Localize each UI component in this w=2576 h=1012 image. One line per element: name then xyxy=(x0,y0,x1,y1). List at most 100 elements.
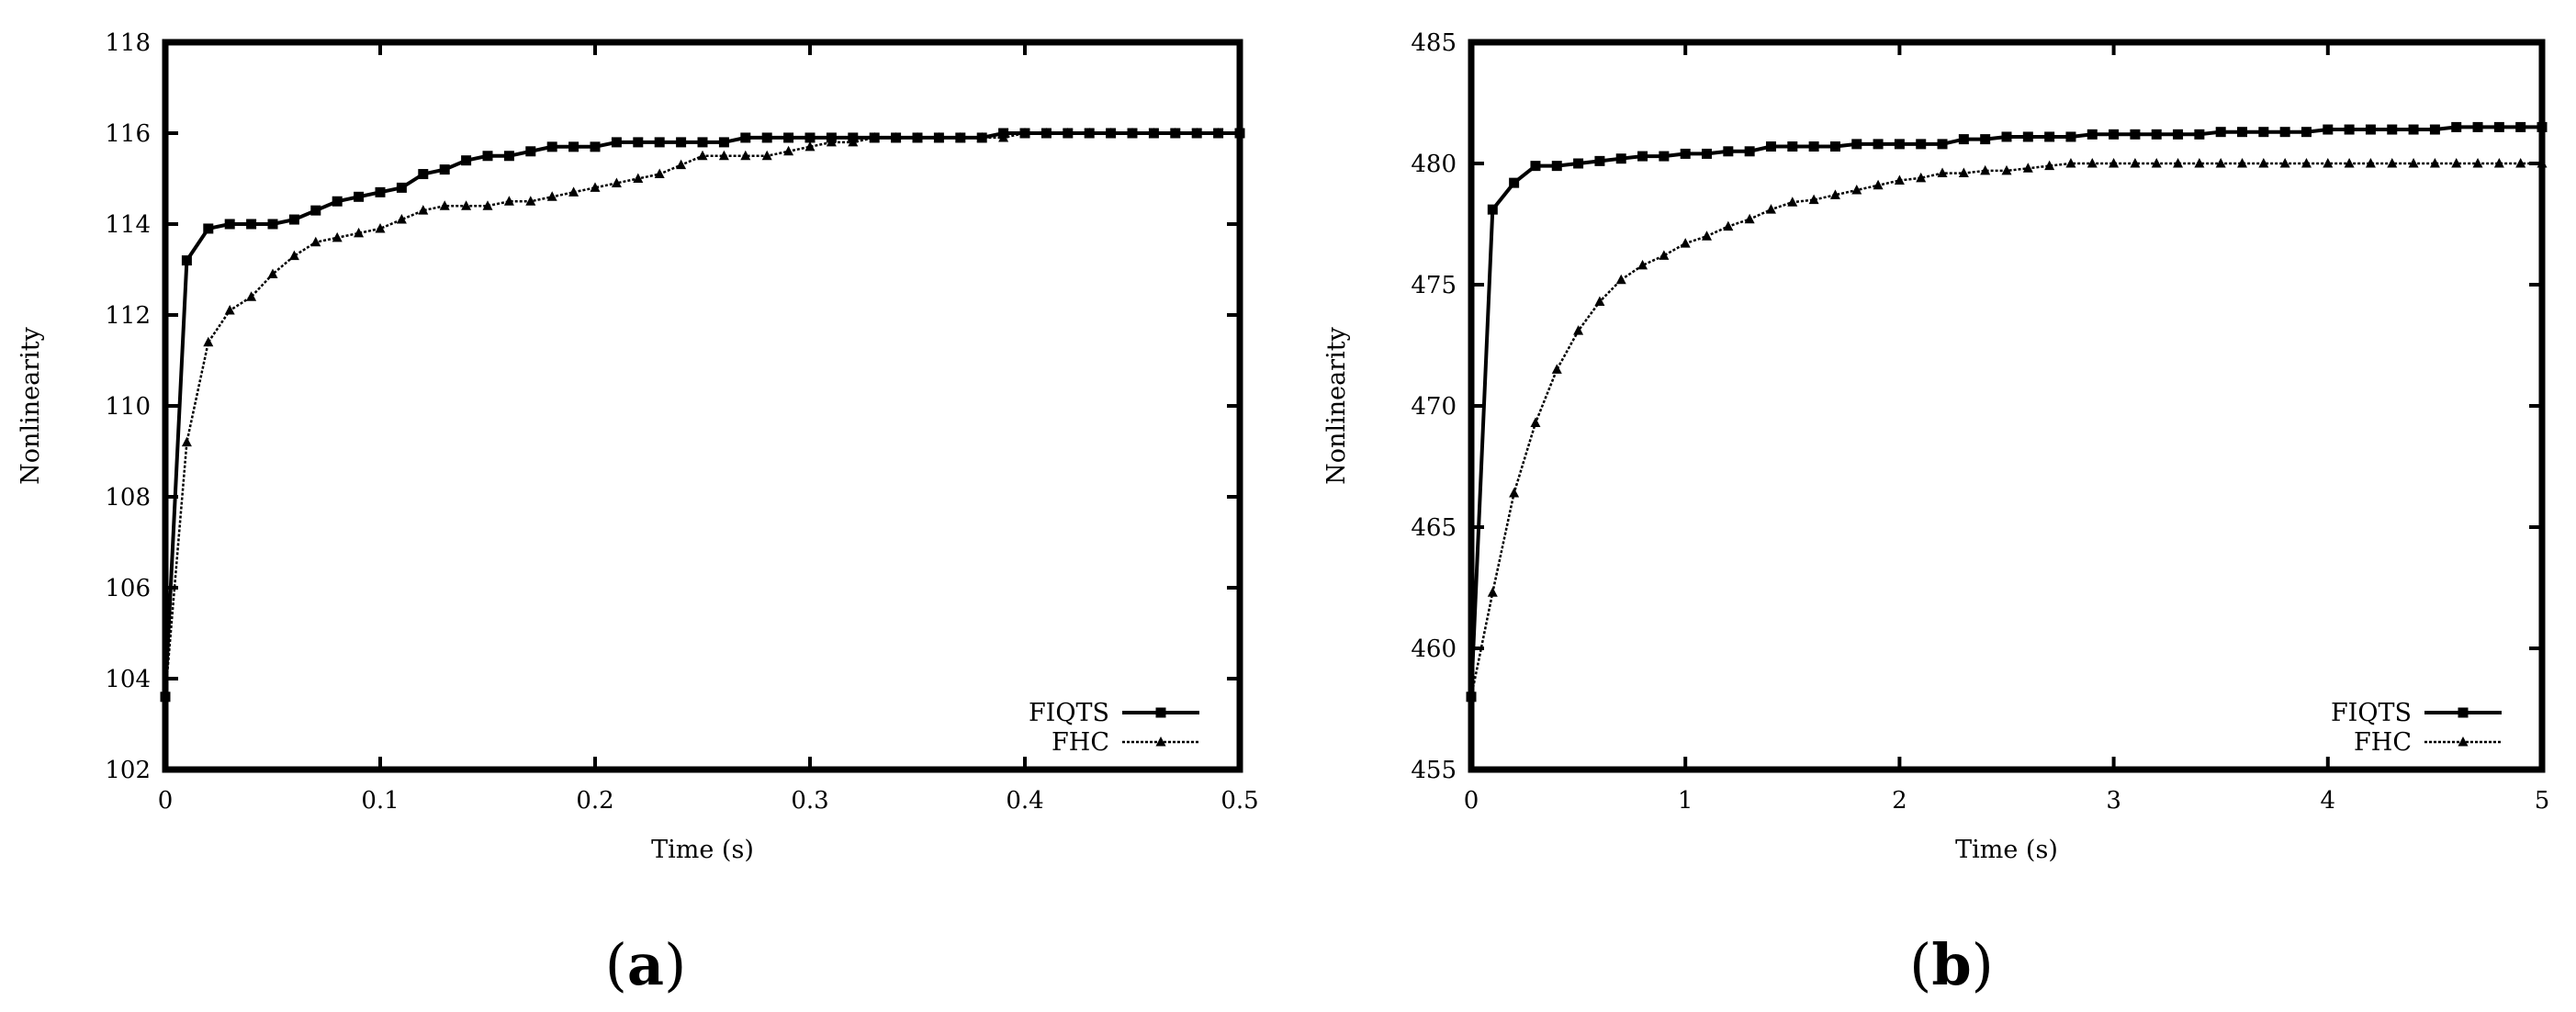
y-tick-label: 480 xyxy=(1411,151,1457,178)
data-point-triangle xyxy=(482,200,493,210)
panel-label-b: (b) xyxy=(1909,931,1994,998)
data-point-square xyxy=(2451,121,2462,132)
data-point-triangle xyxy=(2493,158,2504,168)
data-point-triangle xyxy=(2323,158,2334,168)
data-point-square xyxy=(246,219,257,230)
data-point-triangle xyxy=(611,177,622,187)
data-point-triangle xyxy=(2194,158,2205,168)
y-tick-label: 465 xyxy=(1411,514,1457,542)
data-point-square xyxy=(1487,204,1498,215)
data-point-square xyxy=(1958,134,1969,145)
data-point-triangle xyxy=(633,173,644,183)
data-point-square xyxy=(2472,121,2483,132)
data-point-triangle xyxy=(590,182,601,192)
data-point-triangle xyxy=(1234,128,1245,138)
data-point-triangle xyxy=(976,131,987,142)
data-point-square xyxy=(633,137,644,148)
series-line-fhc xyxy=(1469,162,2542,698)
x-tick-label: 0.4 xyxy=(1006,787,1043,815)
data-point-square xyxy=(1509,177,1520,188)
data-point-square xyxy=(2044,131,2055,142)
data-point-square xyxy=(546,141,557,152)
data-point-square xyxy=(1937,139,1948,150)
data-point-triangle xyxy=(2109,158,2120,168)
data-point-triangle xyxy=(181,436,192,447)
data-point-square xyxy=(2537,121,2548,132)
data-point-square xyxy=(310,205,321,216)
data-point-triangle xyxy=(891,131,902,142)
data-point-triangle xyxy=(203,336,214,347)
data-point-square xyxy=(2323,124,2334,135)
data-point-triangle xyxy=(546,191,557,201)
data-point-triangle xyxy=(288,250,299,261)
data-point-triangle xyxy=(998,131,1009,142)
data-point-triangle xyxy=(2022,163,2033,173)
chart-panel-a: 0 0.1 0.2 0.3 0.4 0.5 102 104 106 108 110 112 114 116… xyxy=(17,29,1259,864)
data-point-square xyxy=(2109,129,2120,140)
data-point-triangle xyxy=(2279,158,2290,168)
legend-marker-square xyxy=(1155,707,1166,718)
data-point-triangle xyxy=(1765,204,1776,214)
data-point-triangle xyxy=(568,186,579,197)
legend-label-fiqts: FIQTS xyxy=(2331,699,2412,727)
data-point-triangle xyxy=(2472,158,2483,168)
data-point-triangle xyxy=(783,145,794,156)
data-point-triangle xyxy=(525,196,536,206)
y-tick-label: 470 xyxy=(1411,393,1457,421)
data-point-triangle xyxy=(1659,250,1670,260)
data-point-square xyxy=(761,132,772,143)
data-point-square xyxy=(1637,151,1648,162)
data-point-square xyxy=(1680,148,1691,159)
data-point-triangle xyxy=(1594,296,1605,306)
data-point-triangle xyxy=(1127,128,1138,138)
data-point-square xyxy=(2151,129,2162,140)
data-point-square xyxy=(2279,127,2290,138)
y-tick-label: 112 xyxy=(105,302,151,330)
data-point-triangle xyxy=(2515,158,2526,168)
legend-label-fhc: FHC xyxy=(1052,728,1109,757)
data-point-triangle xyxy=(1148,128,1159,138)
data-point-triangle xyxy=(1958,167,1969,178)
y-tick-label: 485 xyxy=(1411,29,1457,57)
data-point-triangle xyxy=(761,150,772,161)
data-point-square xyxy=(2344,124,2355,135)
data-point-square xyxy=(288,214,299,225)
data-point-triangle xyxy=(1937,167,1948,178)
data-point-triangle xyxy=(654,168,665,179)
data-point-square xyxy=(2194,129,2205,140)
data-point-triangle xyxy=(1191,128,1202,138)
data-point-square xyxy=(1573,158,1584,169)
data-point-triangle xyxy=(2215,158,2226,168)
data-point-square xyxy=(181,255,192,266)
data-point-square xyxy=(676,137,687,148)
data-point-square xyxy=(697,137,708,148)
chart-panel-b: 0 1 2 3 4 5 455 460 465 470 475 480 485 Time (s) Nonli… xyxy=(1322,29,2549,864)
data-point-triangle xyxy=(1916,172,1927,183)
series-line-fhc xyxy=(163,131,1240,697)
data-point-square xyxy=(2237,127,2248,138)
data-point-square xyxy=(203,223,214,234)
data-point-triangle xyxy=(2151,158,2162,168)
data-point-square xyxy=(2408,124,2419,135)
data-point-triangle xyxy=(1723,220,1734,231)
data-point-triangle xyxy=(2258,158,2269,168)
data-point-triangle xyxy=(354,227,365,238)
legend-label-fhc: FHC xyxy=(2354,728,2412,757)
series-line-fiqts xyxy=(163,131,1240,697)
data-point-square xyxy=(1659,151,1670,162)
data-point-square xyxy=(654,137,665,148)
data-point-square xyxy=(804,132,816,143)
data-point-triangle xyxy=(1170,128,1181,138)
data-point-triangle xyxy=(2130,158,2141,168)
data-point-square xyxy=(718,137,729,148)
data-point-square xyxy=(2515,121,2526,132)
data-point-triangle xyxy=(2365,158,2376,168)
data-point-triangle xyxy=(676,159,687,170)
data-point-square xyxy=(2087,129,2098,140)
data-point-triangle xyxy=(375,222,386,233)
data-point-triangle xyxy=(1551,364,1562,374)
data-point-triangle xyxy=(1680,238,1691,248)
data-point-square xyxy=(2001,131,2012,142)
legend-marker-square xyxy=(2458,707,2469,718)
data-point-square xyxy=(1787,141,1798,152)
